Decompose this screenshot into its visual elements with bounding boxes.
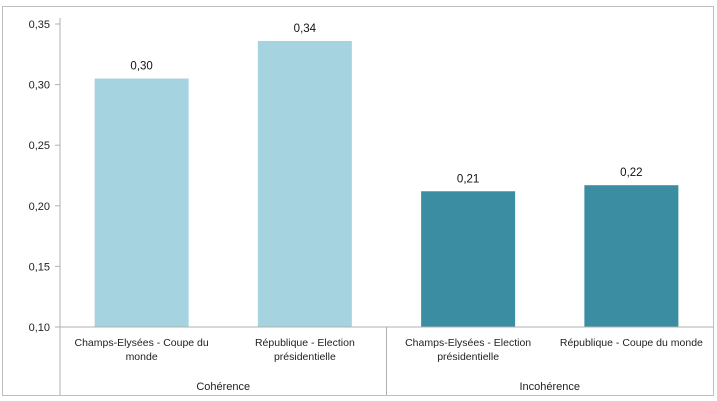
y-tick-label: 0,25 xyxy=(29,140,50,152)
y-axis: 0,10 0,15 0,20 0,25 0,30 0,35 xyxy=(29,18,61,334)
y-tick-label: 0,30 xyxy=(29,80,50,92)
category-label: Champs-Elysées - Coupe du monde xyxy=(75,337,209,363)
bar xyxy=(257,40,352,328)
group-label: Incohérence xyxy=(519,381,580,393)
y-tick-label: 0,20 xyxy=(29,201,50,213)
data-label: 0,34 xyxy=(294,23,317,35)
value-labels: 0,30 0,34 0,21 0,22 xyxy=(130,23,642,185)
x-axis: Champs-Elysées - Coupe du monde République… xyxy=(59,326,713,395)
bar xyxy=(94,78,189,327)
category-label: Champs-Elysées - Election présidentielle xyxy=(405,337,531,363)
data-label: 0,21 xyxy=(457,173,479,185)
data-label: 0,30 xyxy=(130,61,152,73)
category-label: République - Election présidentielle xyxy=(255,337,355,363)
y-tick-label: 0,15 xyxy=(29,261,50,273)
y-tick-label: 0,35 xyxy=(29,19,50,31)
y-tick-label: 0,10 xyxy=(29,322,50,334)
bar xyxy=(584,185,679,327)
data-label: 0,22 xyxy=(620,167,642,179)
group-label: Cohérence xyxy=(196,381,250,393)
bars xyxy=(94,40,679,328)
bar xyxy=(421,191,516,327)
category-label: République - Coupe du monde xyxy=(560,337,703,349)
